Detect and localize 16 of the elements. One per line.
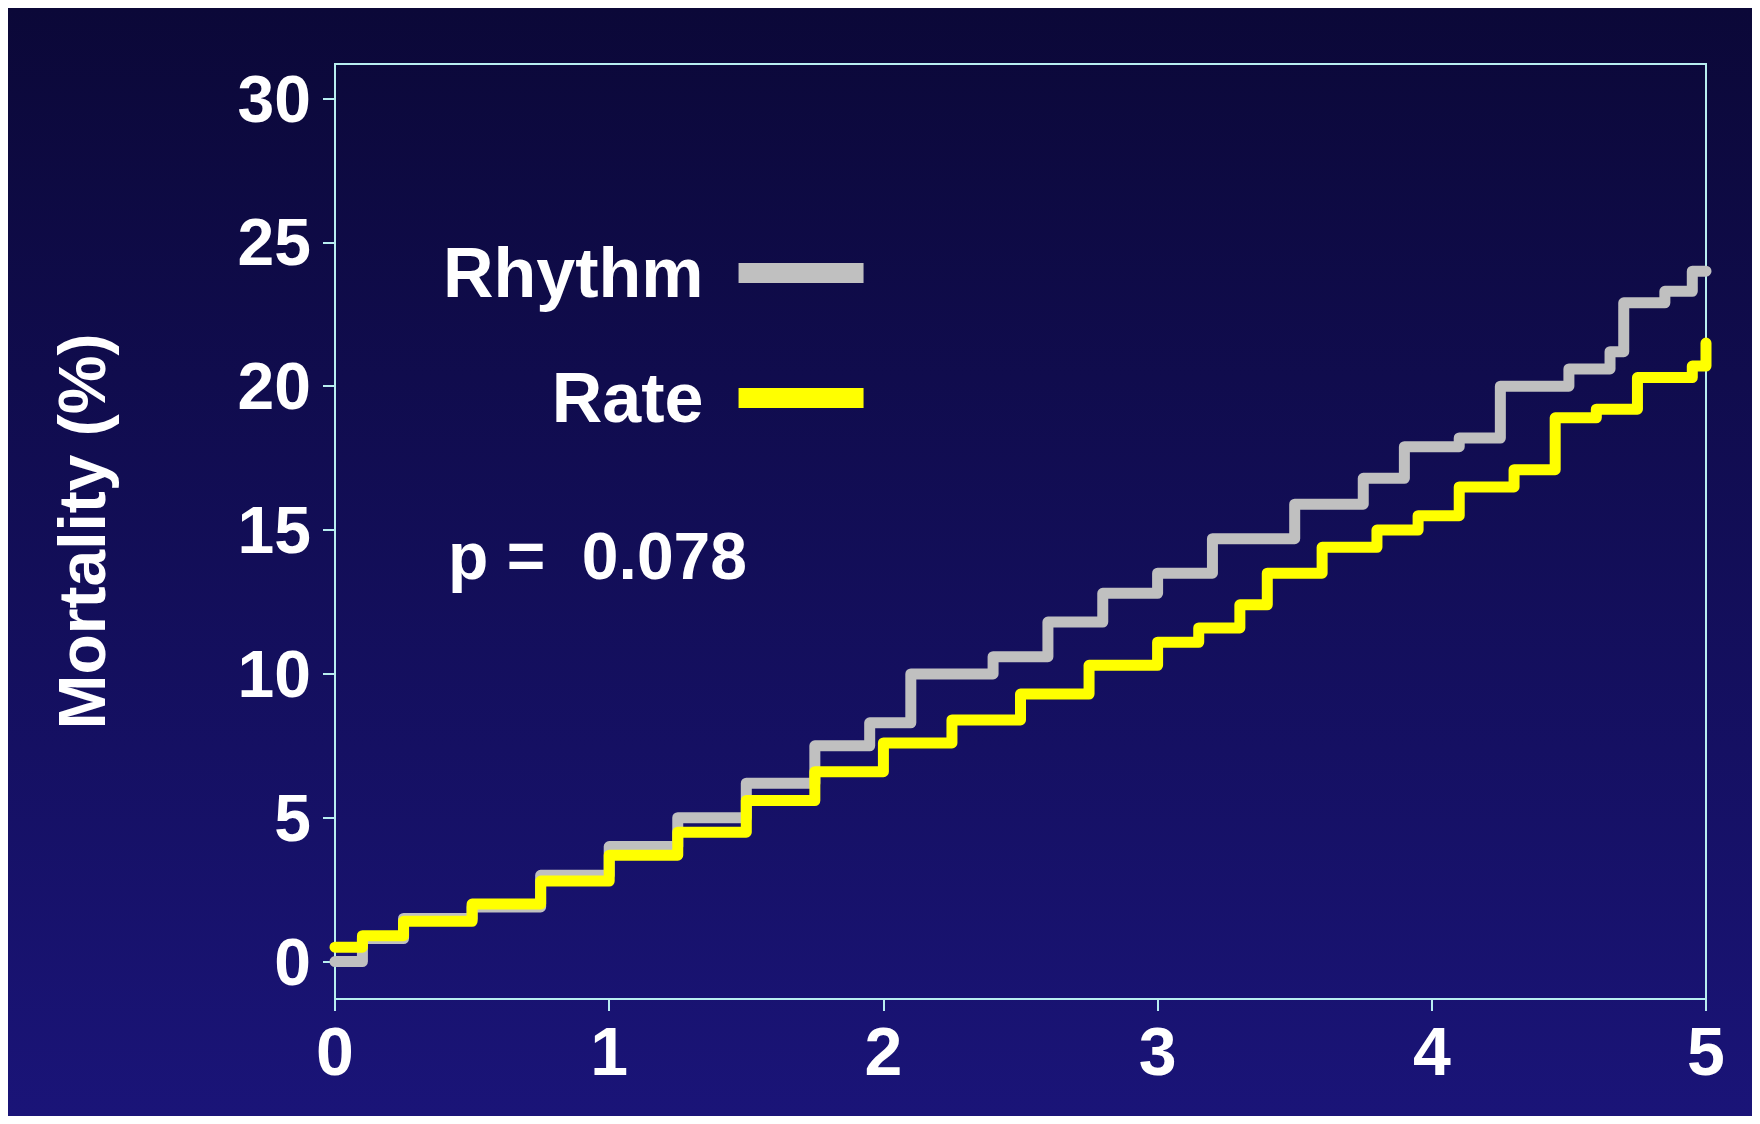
y-tick-label: 5 <box>274 780 311 855</box>
y-tick-label: 15 <box>237 493 311 568</box>
x-tick-label: 2 <box>864 1013 903 1089</box>
y-tick-label: 30 <box>237 61 311 136</box>
y-axis-title: Mortality (%) <box>45 333 119 730</box>
annotation: p = 0.078 <box>448 519 748 593</box>
legend-label: Rhythm <box>442 234 704 312</box>
legend-label: Rate <box>551 359 704 437</box>
y-tick-label: 0 <box>274 924 311 999</box>
y-tick-label: 20 <box>237 349 311 424</box>
x-tick-label: 3 <box>1138 1013 1177 1089</box>
x-tick-label: 4 <box>1412 1013 1451 1089</box>
x-tick-label: 5 <box>1687 1013 1725 1089</box>
x-tick-label: 1 <box>590 1013 629 1089</box>
y-tick-label: 10 <box>237 636 311 711</box>
y-tick-label: 25 <box>237 205 311 280</box>
